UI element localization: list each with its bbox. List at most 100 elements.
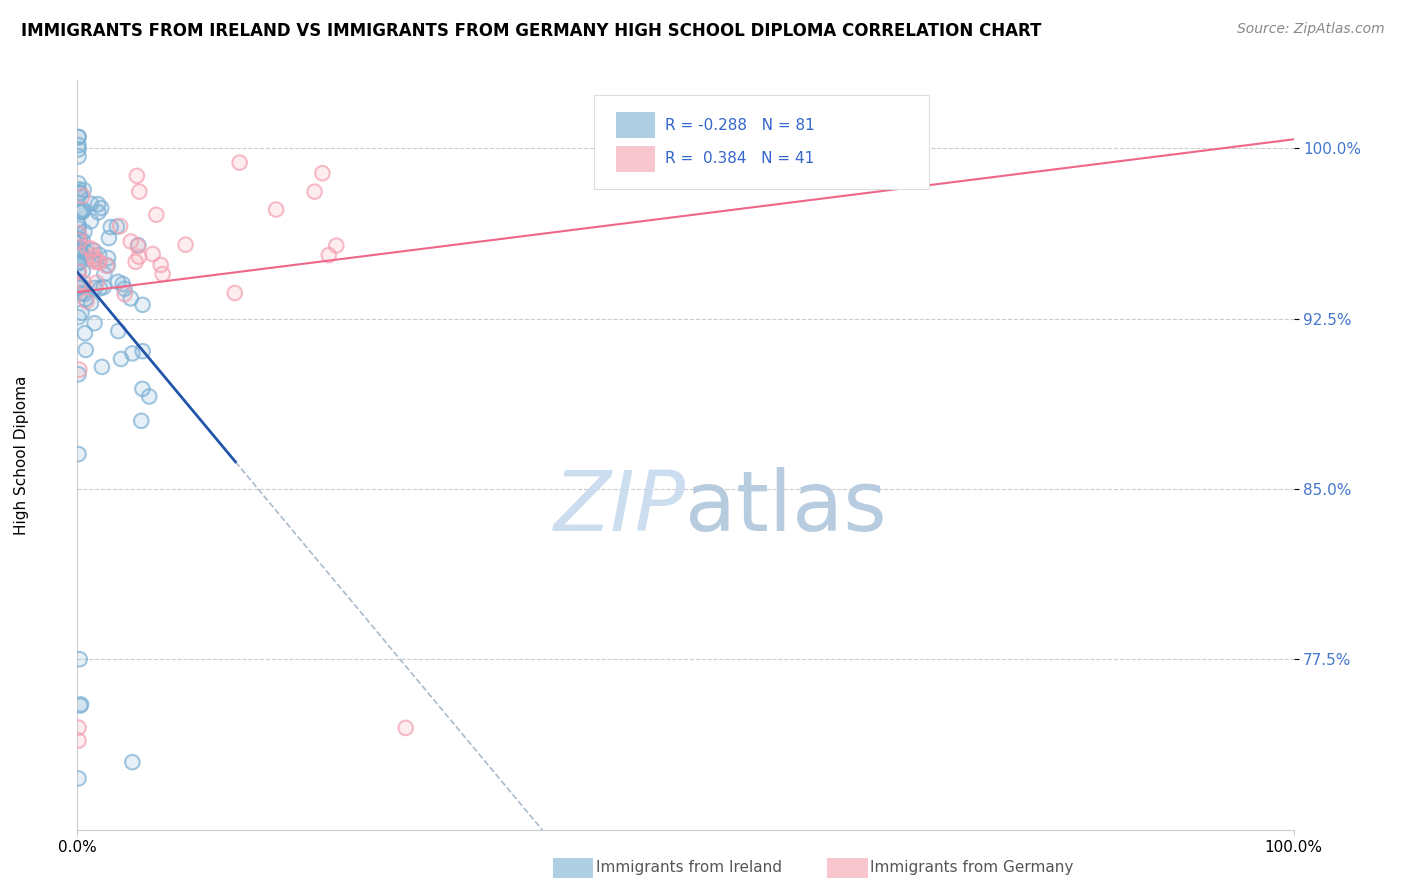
Point (129, 414, 152, 428)
Point (67, 772, 90, 786)
Point (67, 227, 90, 241)
Point (107, 324, 129, 338)
Point (120, 291, 142, 305)
Point (70, 279, 93, 293)
Point (72, 183, 94, 197)
Point (83, 244, 105, 258)
Point (76, 294, 98, 309)
Point (97, 231, 120, 245)
Point (90, 201, 112, 215)
Point (395, 721, 418, 735)
Point (97, 259, 120, 273)
Point (73, 225, 96, 239)
Point (69, 186, 91, 200)
Point (131, 298, 153, 312)
Point (318, 248, 340, 262)
Point (75, 343, 97, 357)
Point (80, 242, 103, 256)
Point (67, 143, 90, 157)
Point (69, 278, 91, 293)
Point (83, 249, 105, 263)
Point (87, 205, 110, 219)
Point (67, 280, 90, 294)
Point (311, 166, 333, 180)
Point (93, 267, 115, 281)
Point (80, 296, 103, 310)
Point (121, 755, 143, 769)
Text: ZIP: ZIP (554, 467, 686, 548)
Point (69, 233, 91, 247)
Point (138, 390, 160, 404)
Point (142, 247, 165, 261)
Point (82, 253, 104, 268)
Point (76, 294, 98, 309)
Point (107, 324, 129, 338)
Point (96, 259, 118, 273)
Point (67, 244, 90, 258)
Point (67, 733, 90, 747)
Point (105, 219, 128, 234)
Text: atlas: atlas (686, 467, 887, 548)
Point (67, 772, 90, 786)
Point (67, 264, 90, 278)
Point (121, 346, 143, 360)
Point (75, 245, 97, 260)
Point (699, 130, 721, 145)
Point (69, 286, 91, 301)
Point (149, 258, 172, 272)
Point (90, 359, 112, 374)
Point (80, 214, 103, 228)
Point (83, 255, 105, 269)
Point (67, 244, 90, 258)
Point (80, 196, 103, 211)
Point (111, 277, 134, 291)
Point (131, 382, 153, 396)
Text: R =  0.384   N = 41: R = 0.384 N = 41 (665, 152, 814, 167)
Point (129, 414, 152, 428)
Point (67, 130, 90, 145)
Point (142, 247, 165, 261)
Point (83, 316, 105, 330)
Point (87, 197, 110, 211)
Point (69, 186, 91, 201)
Point (87, 205, 110, 219)
Point (75, 292, 97, 306)
Point (67, 254, 90, 268)
Point (127, 239, 149, 253)
Point (125, 169, 148, 183)
Point (83, 316, 105, 330)
Point (72, 264, 94, 278)
Point (120, 291, 142, 305)
Point (70, 306, 93, 320)
Point (93, 280, 115, 294)
Point (69, 652, 91, 666)
Point (114, 282, 136, 296)
Point (67, 182, 90, 196)
Point (304, 185, 326, 199)
Point (73, 286, 96, 301)
Point (67, 277, 90, 291)
Point (72, 202, 94, 217)
Point (114, 287, 136, 301)
Point (93, 280, 115, 294)
Point (69, 286, 91, 301)
Point (224, 285, 246, 300)
Point (97, 231, 120, 245)
Point (105, 219, 128, 234)
Point (145, 208, 167, 222)
Point (114, 287, 136, 301)
Point (73, 225, 96, 239)
Point (70, 306, 93, 320)
Point (76, 241, 98, 255)
Point (128, 185, 150, 199)
Point (67, 218, 90, 232)
Point (304, 185, 326, 199)
Point (127, 238, 149, 252)
Point (69, 652, 91, 666)
Point (69, 205, 91, 219)
Point (82, 253, 104, 268)
Point (72, 203, 94, 218)
Point (124, 254, 146, 268)
Point (86, 276, 108, 290)
Point (72, 264, 94, 278)
